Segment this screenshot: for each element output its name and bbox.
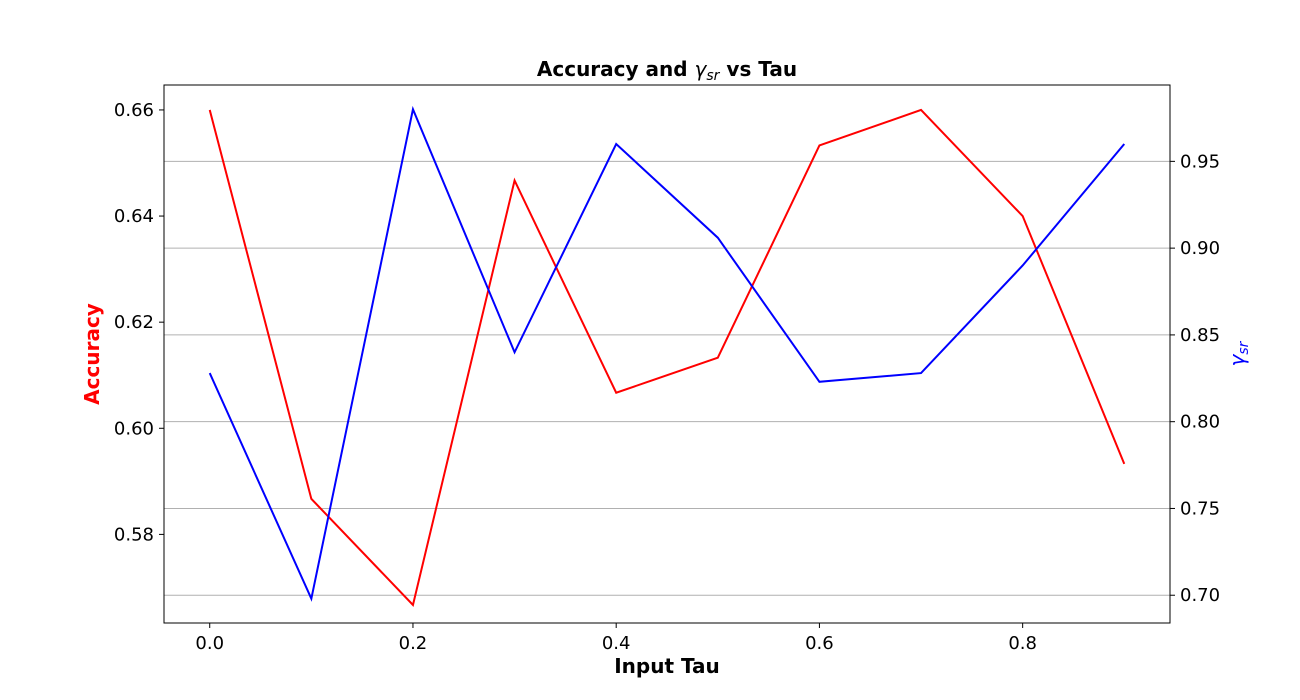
gridlines [164,160,1170,596]
y2-tick-label: 0.90 [1180,238,1220,259]
y-tick-label: 0.58 [114,524,154,545]
y2-tick-label: 0.85 [1180,325,1220,346]
y2-tick-label: 0.95 [1180,151,1220,172]
chart-title: Accuracy and γsr vs Tau [537,57,797,84]
x-tick-label: 0.0 [195,633,224,654]
y2-tick-label: 0.80 [1180,412,1220,433]
x-tick-label: 0.4 [602,633,631,654]
series-lines [208,105,1126,607]
y2-tick-label: 0.75 [1180,498,1220,519]
x-tick-label: 0.8 [1008,633,1037,654]
x-axis-ticks: 0.0 0.2 0.4 0.6 0.8 [195,623,1037,654]
x-tick-label: 0.2 [399,633,428,654]
y-axis-ticks: 0.58 0.60 0.62 0.64 0.66 [114,100,164,545]
y2-axis-label-base: γ [1225,353,1249,366]
y2-tick-label: 0.70 [1180,585,1220,606]
y-axis-label: Accuracy [80,303,104,405]
y2-axis-label: γsr [1225,340,1252,366]
chart-title-suffix: vs Tau [719,57,797,81]
y2-axis-label-sub: sr [1236,340,1252,354]
x-tick-label: 0.6 [805,633,834,654]
y-tick-label: 0.60 [114,418,154,439]
chart-title-math-sub: sr [706,68,720,84]
chart-title-prefix: Accuracy and [537,57,695,81]
x-axis-label: Input Tau [614,654,720,678]
accuracy-series-line [208,108,1126,607]
y-tick-label: 0.62 [114,312,154,333]
y2-axis-ticks: 0.70 0.75 0.80 0.85 0.90 0.95 [1170,151,1220,606]
y-tick-label: 0.64 [114,206,154,227]
chart-title-math: γ [695,57,708,81]
plot-frame [163,84,1171,624]
gamma-series-line [208,105,1126,602]
y-tick-label: 0.66 [114,100,154,121]
